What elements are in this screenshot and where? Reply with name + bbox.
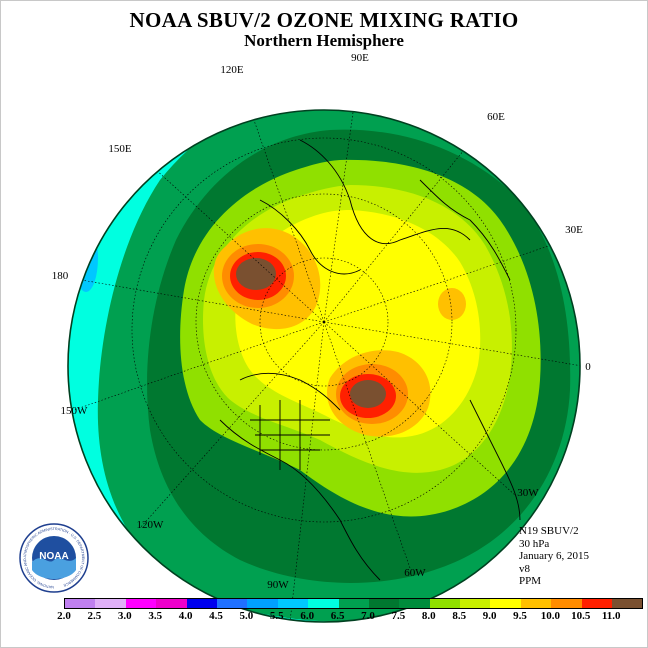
colorbar-tick-label: 10.0 bbox=[540, 610, 561, 622]
colorbar bbox=[64, 598, 644, 609]
colorbar-swatch bbox=[186, 599, 217, 608]
colorbar-swatch bbox=[65, 599, 96, 608]
colorbar-swatch bbox=[368, 599, 400, 608]
colorbar-tick-label: 6.0 bbox=[300, 610, 315, 622]
colorbar-swatch bbox=[277, 599, 309, 608]
coastline bbox=[239, 372, 341, 411]
longitude-label-120w: 120W bbox=[137, 519, 165, 531]
coastlines bbox=[219, 139, 521, 581]
coastline bbox=[259, 199, 361, 275]
pressure-level: 30 hPa bbox=[519, 537, 550, 550]
longitude-label-150e: 150E bbox=[108, 143, 132, 155]
longitude-label-90w: 90W bbox=[267, 579, 289, 591]
longitude-label-0: 0 bbox=[585, 361, 591, 373]
contour-10-5 bbox=[236, 258, 276, 290]
meridian-line bbox=[73, 321, 325, 411]
contour-10-5 bbox=[350, 380, 386, 408]
colorbar-swatch bbox=[612, 599, 643, 608]
colorbar-tick-label: 5.0 bbox=[239, 610, 254, 622]
longitude-label-30w: 30W bbox=[517, 487, 539, 499]
colorbar-tick-label: 8.0 bbox=[421, 610, 436, 622]
colorbar-swatch bbox=[581, 599, 613, 608]
satellite-label: N19 SBUV/2 bbox=[519, 525, 579, 537]
graticule bbox=[69, 110, 580, 622]
colorbar-swatch bbox=[125, 599, 157, 608]
colorbar-swatch bbox=[156, 599, 187, 608]
longitude-label-60e: 60E bbox=[487, 111, 505, 123]
colorbar-tick-label: 4.5 bbox=[209, 610, 223, 622]
colorbar-tick-label: 9.5 bbox=[513, 610, 527, 622]
meridian-line bbox=[69, 277, 325, 323]
colorbar-swatch bbox=[338, 599, 369, 608]
colorbar-tick-label: 2.5 bbox=[87, 610, 102, 622]
colorbar-swatch bbox=[460, 599, 491, 608]
product-info: N19 SBUV/2 30 hPa January 6, 2015 v8 PPM bbox=[519, 525, 589, 588]
logo-text: NOAA bbox=[39, 551, 68, 562]
logo-wave bbox=[32, 558, 76, 579]
map-subtitle: Northern Hemisphere bbox=[244, 31, 404, 50]
colorbar-tick-label: 3.0 bbox=[117, 610, 132, 622]
colorbar-tick-label: 11.0 bbox=[601, 610, 621, 622]
colorbar-swatch bbox=[399, 599, 430, 608]
colorbar-swatch bbox=[95, 599, 126, 608]
colorbar-tick-label: 4.0 bbox=[178, 610, 193, 622]
us-state-lines bbox=[250, 400, 330, 470]
colorbar-swatch bbox=[308, 599, 339, 608]
ozone-contours bbox=[68, 110, 580, 622]
contour-9-0 bbox=[438, 288, 466, 320]
coastline bbox=[469, 399, 521, 521]
colorbar-swatch bbox=[490, 599, 521, 608]
unit-label: PPM bbox=[519, 575, 542, 588]
longitude-label-30e: 30E bbox=[565, 224, 583, 236]
longitude-label-150w: 150W bbox=[61, 405, 89, 417]
colorbar-tick-label: 7.0 bbox=[361, 610, 375, 622]
meridian-line bbox=[133, 149, 325, 323]
longitude-label-90e: 90E bbox=[351, 52, 369, 64]
colorbar-tick-label: 6.5 bbox=[330, 610, 345, 622]
colorbar-swatch bbox=[520, 599, 552, 608]
meridian-line bbox=[323, 321, 517, 497]
colorbar-ticks: 2.0 2.5 3.0 3.5 4.0 4.5 5.0 5.5 6.0 6.5 7.0 7.5 8.0 8… bbox=[54, 610, 620, 624]
latitude-circle bbox=[259, 257, 389, 387]
longitude-label-60w: 60W bbox=[404, 567, 426, 579]
meridian-line bbox=[323, 237, 573, 323]
colorbar-tick-label: 9.0 bbox=[482, 610, 497, 622]
colorbar-tick-label: 3.5 bbox=[148, 610, 163, 622]
contour-5-5 bbox=[74, 224, 98, 292]
algorithm-version: v8 bbox=[519, 562, 530, 575]
colorbar-tick-label: 8.5 bbox=[452, 610, 467, 622]
colorbar-swatch bbox=[247, 599, 278, 608]
colorbar-swatch bbox=[216, 599, 248, 608]
noaa-logo: NOAA NATIONAL OCEANIC AND ATMOSPHERIC AD… bbox=[19, 523, 89, 593]
colorbar-tick-label: 10.5 bbox=[571, 610, 591, 622]
colorbar-tick-label: 2.0 bbox=[57, 610, 71, 622]
map-title: NOAA SBUV/2 OZONE MIXING RATIO bbox=[129, 8, 519, 32]
meridian-line bbox=[289, 321, 325, 622]
longitude-label-120e: 120E bbox=[220, 64, 244, 76]
meridian-line bbox=[323, 321, 580, 367]
observation-date: January 6, 2015 bbox=[519, 550, 589, 563]
colorbar-tick-label: 5.5 bbox=[269, 610, 284, 622]
longitude-label-180: 180 bbox=[52, 270, 69, 282]
coastline bbox=[219, 419, 381, 581]
colorbar-swatch bbox=[551, 599, 582, 608]
latitude-circle bbox=[131, 137, 517, 523]
colorbar-swatch bbox=[429, 599, 461, 608]
globe-outline bbox=[67, 109, 581, 623]
latitude-circle bbox=[195, 193, 453, 451]
coastline bbox=[299, 139, 471, 244]
colorbar-tick-label: 7.5 bbox=[391, 610, 406, 622]
meridian-line bbox=[139, 321, 325, 529]
meridian-line bbox=[323, 321, 411, 569]
